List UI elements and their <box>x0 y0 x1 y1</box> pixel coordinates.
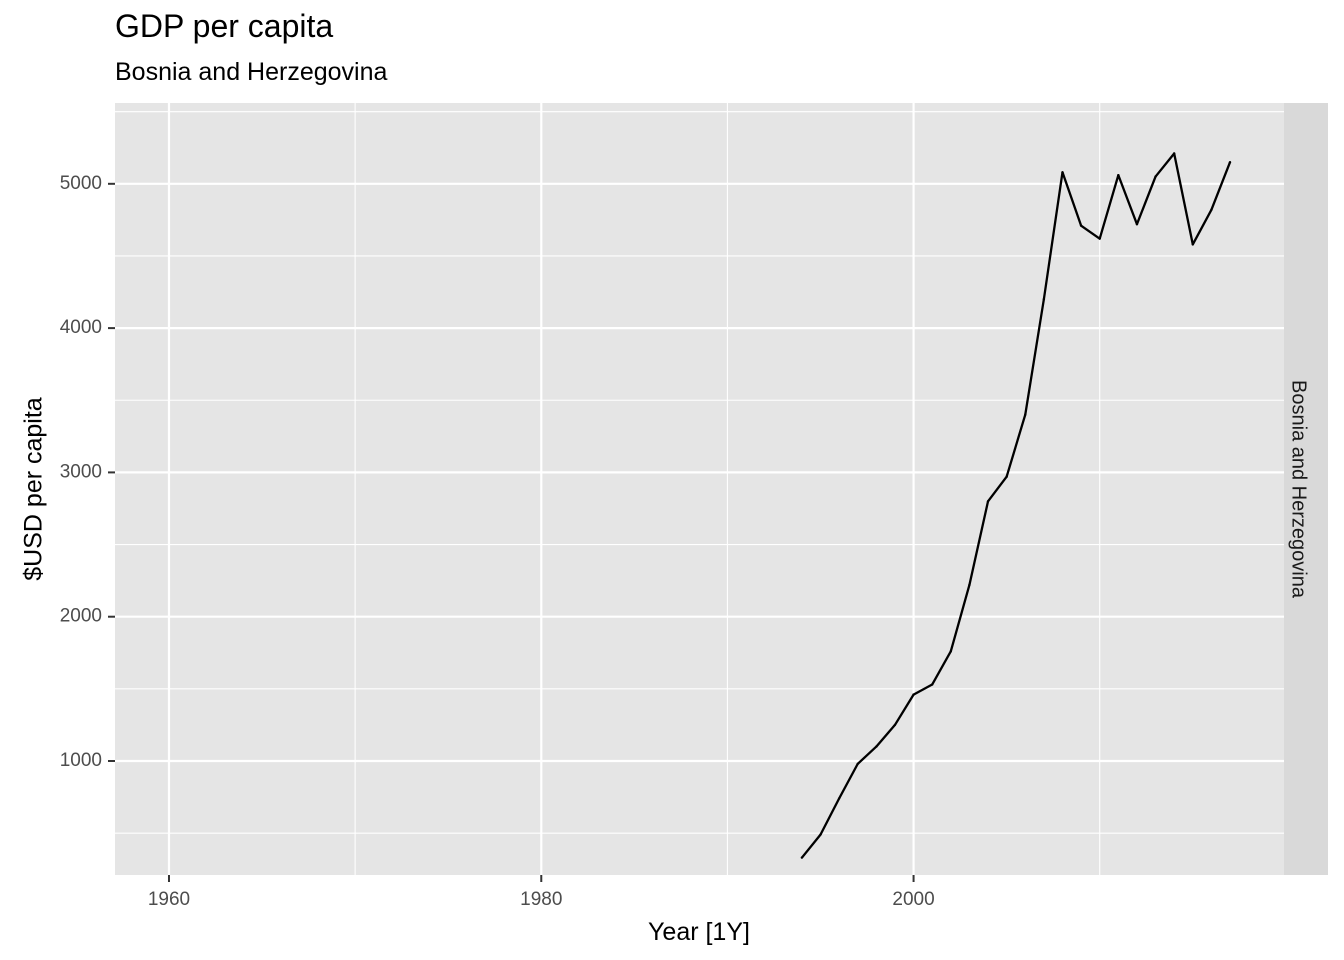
data-point <box>949 650 952 653</box>
data-point <box>986 500 990 503</box>
data-point <box>875 745 878 748</box>
major-grid <box>115 103 1284 875</box>
y-axis-title: $USD per capita <box>20 397 48 581</box>
facet-strip-label: Bosnia and Herzegovina <box>1288 380 1310 599</box>
plot-panel <box>115 103 1284 875</box>
data-point <box>1172 152 1176 155</box>
data-point <box>1024 413 1027 416</box>
x-axis-title: Year [1Y] <box>648 918 750 946</box>
data-point <box>837 797 841 800</box>
data-point <box>800 856 804 859</box>
x-axis: 1960 1980 2000 <box>148 875 935 910</box>
data-point <box>1117 173 1120 177</box>
data-point <box>1228 160 1232 164</box>
data-point <box>1079 224 1083 227</box>
x-tick-label: 1960 <box>148 889 190 910</box>
chart-subtitle: Bosnia and Herzegovina <box>115 58 388 86</box>
data-point <box>912 693 915 696</box>
y-tick-label: 3000 <box>60 461 102 482</box>
y-tick-label: 5000 <box>60 173 102 194</box>
y-tick-label: 4000 <box>60 317 102 338</box>
data-point <box>1135 223 1139 226</box>
data-point <box>819 833 822 836</box>
data-point <box>1098 237 1101 240</box>
data-point <box>1061 171 1064 174</box>
y-tick-label: 2000 <box>60 606 102 627</box>
data-point <box>1210 208 1213 211</box>
facet-strip <box>1284 103 1328 875</box>
data-point <box>856 762 859 766</box>
data-point <box>1191 243 1194 246</box>
data-point <box>930 683 934 686</box>
series-layer <box>800 152 1232 859</box>
chart-title: GDP per capita <box>115 8 334 44</box>
data-point <box>1005 475 1008 478</box>
x-tick-label: 1980 <box>520 889 562 910</box>
y-tick-label: 1000 <box>60 750 102 771</box>
minor-grid <box>115 103 1284 875</box>
series-line <box>800 152 1232 859</box>
data-point <box>893 723 897 727</box>
x-tick-label: 2000 <box>892 889 934 910</box>
data-point <box>1154 175 1157 178</box>
data-point <box>1042 298 1046 301</box>
data-point <box>968 583 971 587</box>
y-axis: 1000 2000 3000 4000 5000 <box>60 173 115 771</box>
